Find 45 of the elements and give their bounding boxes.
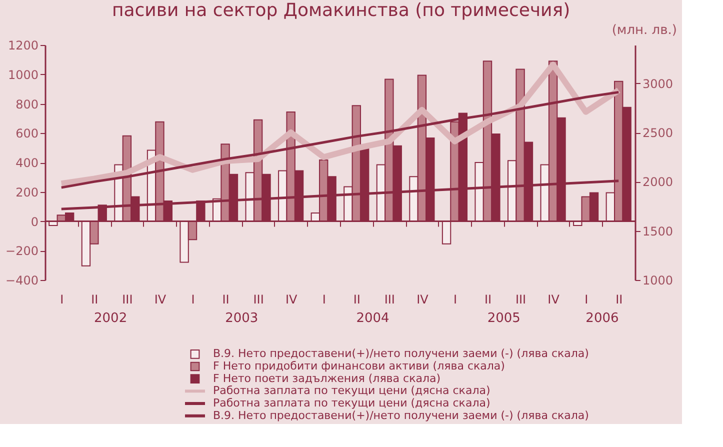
- text: 2005: [487, 311, 520, 326]
- legend-label: Работна заплата по текущи цени (дясна скала): [213, 384, 490, 398]
- y2-tick-label: 3000: [642, 76, 674, 91]
- y2-tick-label: 1500: [642, 224, 674, 238]
- y-tick-label: 0: [30, 214, 38, 229]
- legend-label: F Нето поети задължения (лява скала): [213, 372, 441, 385]
- x-tick-label: II: [91, 292, 98, 306]
- x-tick-label: III: [253, 292, 264, 306]
- x-tick-label: II: [353, 292, 360, 306]
- text: 2004: [356, 311, 390, 326]
- x-tick-label: II: [484, 292, 492, 306]
- y-tick-label: 1000: [8, 68, 38, 82]
- x-tick-label: III: [515, 292, 526, 306]
- y-tick-label: 600: [16, 126, 38, 141]
- y2-axis-title: (млн. лв.): [612, 23, 677, 38]
- y-tick-label: −400: [6, 274, 38, 288]
- legend-label: B.9. Нето предоставени(+)/нето получени заеми (-) (лява скала): [213, 347, 589, 360]
- y-tick-label: 400: [16, 156, 38, 170]
- y-tick-label: −200: [6, 244, 38, 258]
- x-tick-label: IV: [154, 292, 167, 306]
- legend-label: B.9. Нето предоставени(+)/нето получени заеми (-) (лява скала): [213, 408, 589, 422]
- y-tick-label: 200: [16, 185, 38, 200]
- legend-label: F Нето придобити финансови активи (лява скала): [213, 360, 505, 372]
- x-tick-label: I: [584, 292, 588, 306]
- x-tick-label: I: [191, 292, 195, 306]
- legend-label: Работна заплата по текущи цени (дясна скала): [213, 396, 490, 410]
- x-tick-label: III: [122, 292, 133, 306]
- x-tick-label: I: [453, 292, 457, 306]
- y2-tick-label: 1000: [642, 274, 674, 288]
- x-tick-label: IV: [416, 292, 430, 306]
- x-tick-label: IV: [548, 292, 560, 306]
- text: 2002: [94, 311, 128, 326]
- text: 2006: [586, 311, 619, 326]
- x-tick-label: III: [384, 292, 395, 306]
- y-tick-label: 1200: [8, 38, 38, 52]
- x-tick-label: I: [60, 292, 64, 306]
- x-tick-label: II: [616, 292, 623, 306]
- y2-tick-label: 2500: [642, 126, 674, 140]
- y-tick-label: 800: [16, 97, 38, 112]
- chart-title: пасиви на сектор Домакинства (по тримесечия): [112, 0, 570, 21]
- x-tick-label: II: [222, 292, 230, 306]
- text: 2003: [225, 311, 258, 326]
- x-tick-label: I: [322, 292, 326, 306]
- y2-tick-label: 2000: [642, 175, 674, 190]
- x-tick-label: IV: [285, 292, 298, 306]
